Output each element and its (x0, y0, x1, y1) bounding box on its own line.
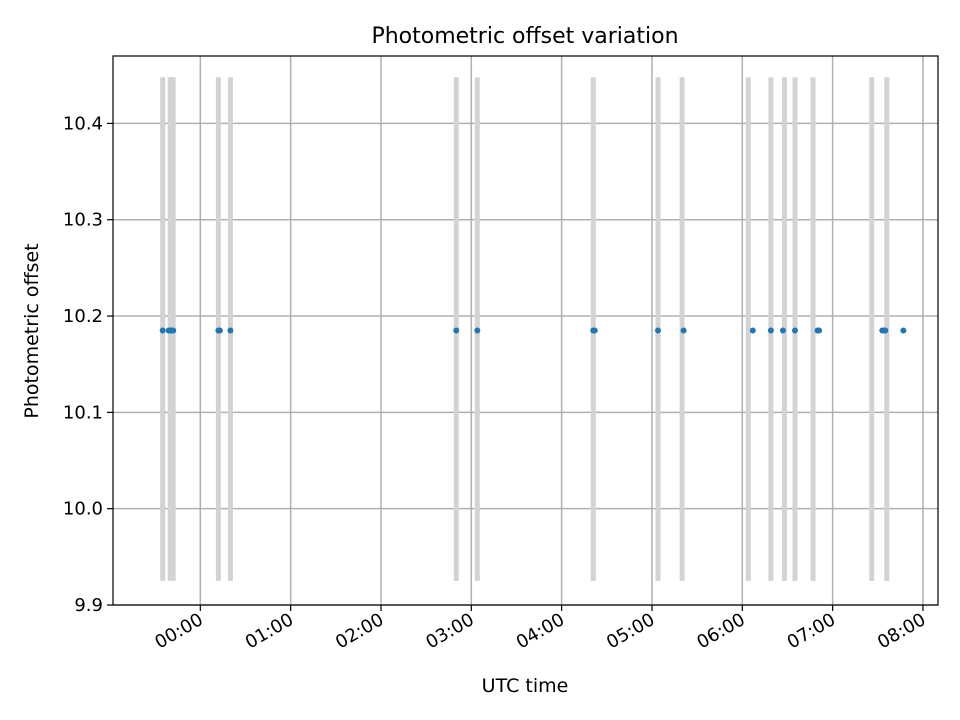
data-point (227, 327, 234, 334)
data-point (816, 327, 823, 334)
chart-title: Photometric offset variation (371, 24, 678, 49)
y-axis-label: Photometric offset (21, 243, 43, 418)
x-axis-label: UTC time (482, 675, 569, 697)
data-point (680, 327, 687, 334)
y-tick-label: 10.3 (63, 210, 103, 231)
data-point (216, 327, 223, 334)
data-point (791, 327, 798, 334)
y-tick-label: 10.4 (63, 113, 103, 134)
data-points (159, 327, 907, 334)
y-tick-label: 10.0 (63, 499, 103, 520)
data-point (170, 327, 177, 334)
data-point (474, 327, 481, 334)
plot-area-background (113, 56, 938, 605)
data-point (779, 327, 786, 334)
y-axis: 9.9 10.0 10.1 10.2 10.3 10.4 (63, 113, 113, 616)
data-point (882, 327, 889, 334)
data-point (654, 327, 661, 334)
grid-layer (113, 56, 938, 606)
data-point (900, 327, 907, 334)
data-point (159, 327, 166, 334)
y-tick-label: 10.1 (63, 402, 103, 423)
data-point (591, 327, 598, 334)
plot-frame (112, 55, 939, 606)
data-point (453, 327, 460, 334)
data-point (749, 327, 756, 334)
y-tick-label: 9.9 (74, 595, 103, 616)
data-point (767, 327, 774, 334)
y-tick-label: 10.2 (63, 306, 103, 327)
